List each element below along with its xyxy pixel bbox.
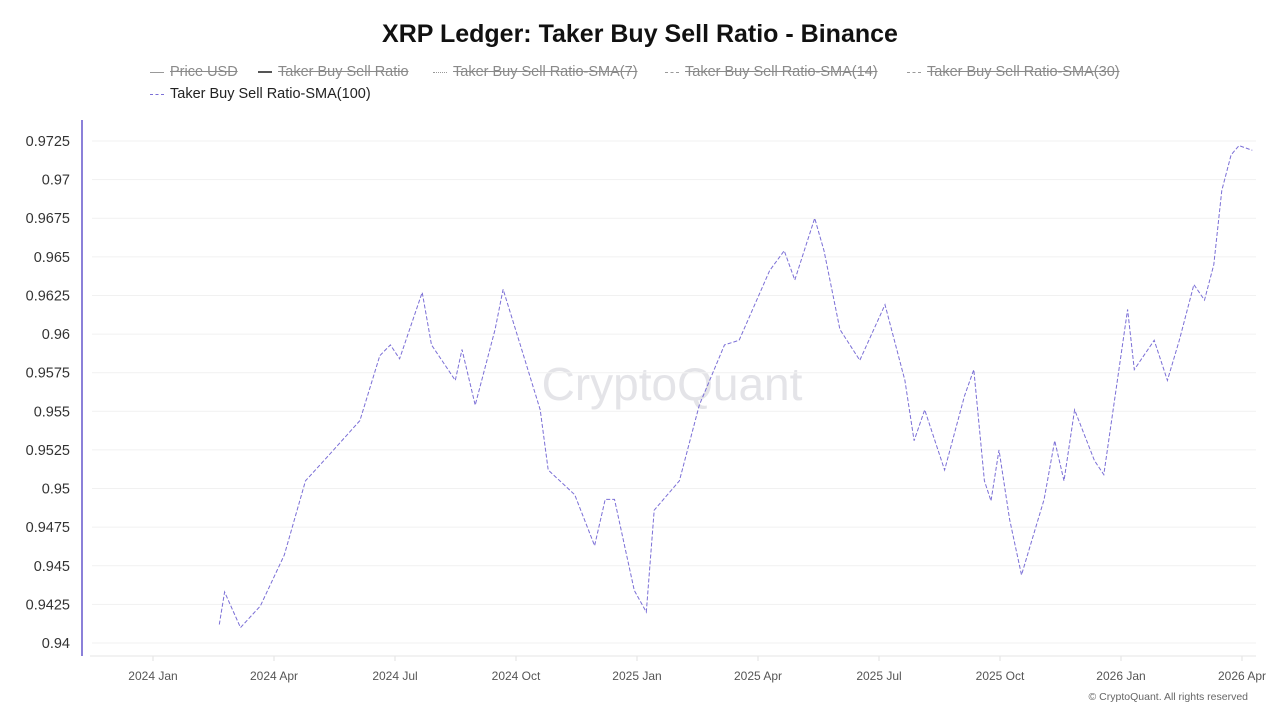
x-tick-label: 2025 Jan: [612, 669, 661, 683]
legend-item-taker-ratio[interactable]: Taker Buy Sell Ratio: [258, 64, 409, 80]
legend-item-sma7[interactable]: Taker Buy Sell Ratio-SMA(7): [433, 64, 638, 80]
y-tick-label: 0.97: [42, 173, 70, 189]
copyright: © CryptoQuant. All rights reserved: [1088, 691, 1248, 703]
legend-label: Taker Buy Sell Ratio-SMA(14): [685, 64, 878, 80]
legend-swatch-icon: [150, 93, 164, 95]
x-tick-label: 2024 Jul: [372, 669, 417, 683]
y-tick-label: 0.9725: [26, 134, 70, 150]
y-tick-label: 0.9475: [26, 520, 70, 536]
y-tick-label: 0.9675: [26, 211, 70, 227]
legend-label: Taker Buy Sell Ratio-SMA(30): [927, 64, 1120, 80]
y-tick-label: 0.9425: [26, 597, 70, 613]
y-tick-label: 0.9525: [26, 443, 70, 459]
y-tick-label: 0.96: [42, 327, 70, 343]
legend-item-price-usd[interactable]: Price USD: [150, 64, 238, 80]
x-tick-label: 2024 Oct: [492, 669, 541, 683]
legend-swatch-icon: [907, 71, 921, 73]
y-tick-label: 0.965: [34, 250, 70, 266]
legend-label: Price USD: [170, 64, 238, 80]
x-tick-label: 2025 Oct: [976, 669, 1025, 683]
x-tick-label: 2024 Jan: [128, 669, 177, 683]
x-tick-label: 2026 Apr: [1218, 669, 1266, 683]
legend-label: Taker Buy Sell Ratio: [278, 64, 409, 80]
legend-item-sma100[interactable]: Taker Buy Sell Ratio-SMA(100): [150, 86, 371, 102]
legend-label: Taker Buy Sell Ratio-SMA(100): [170, 86, 371, 102]
chart-title: XRP Ledger: Taker Buy Sell Ratio - Binan…: [382, 20, 898, 48]
legend-swatch-icon: [665, 71, 679, 73]
x-tick-label: 2025 Apr: [734, 669, 782, 683]
y-tick-label: 0.9575: [26, 366, 70, 382]
legend-swatch-icon: [150, 71, 164, 73]
legend-item-sma30[interactable]: Taker Buy Sell Ratio-SMA(30): [907, 64, 1120, 80]
legend-swatch-icon: [258, 71, 272, 73]
y-tick-label: 0.9625: [26, 288, 70, 304]
y-tick-label: 0.945: [34, 559, 70, 575]
x-tick-label: 2025 Jul: [856, 669, 901, 683]
x-tick-label: 2026 Jan: [1096, 669, 1145, 683]
legend-label: Taker Buy Sell Ratio-SMA(7): [453, 64, 638, 80]
y-tick-label: 0.94: [42, 636, 70, 652]
series-line-sma100: [218, 145, 1253, 629]
y-tick-label: 0.955: [34, 404, 70, 420]
x-tick-label: 2024 Apr: [250, 669, 298, 683]
y-tick-label: 0.95: [42, 482, 70, 498]
legend-swatch-icon: [433, 71, 447, 73]
legend-item-sma14[interactable]: Taker Buy Sell Ratio-SMA(14): [665, 64, 878, 80]
watermark: CryptoQuant: [542, 358, 803, 410]
